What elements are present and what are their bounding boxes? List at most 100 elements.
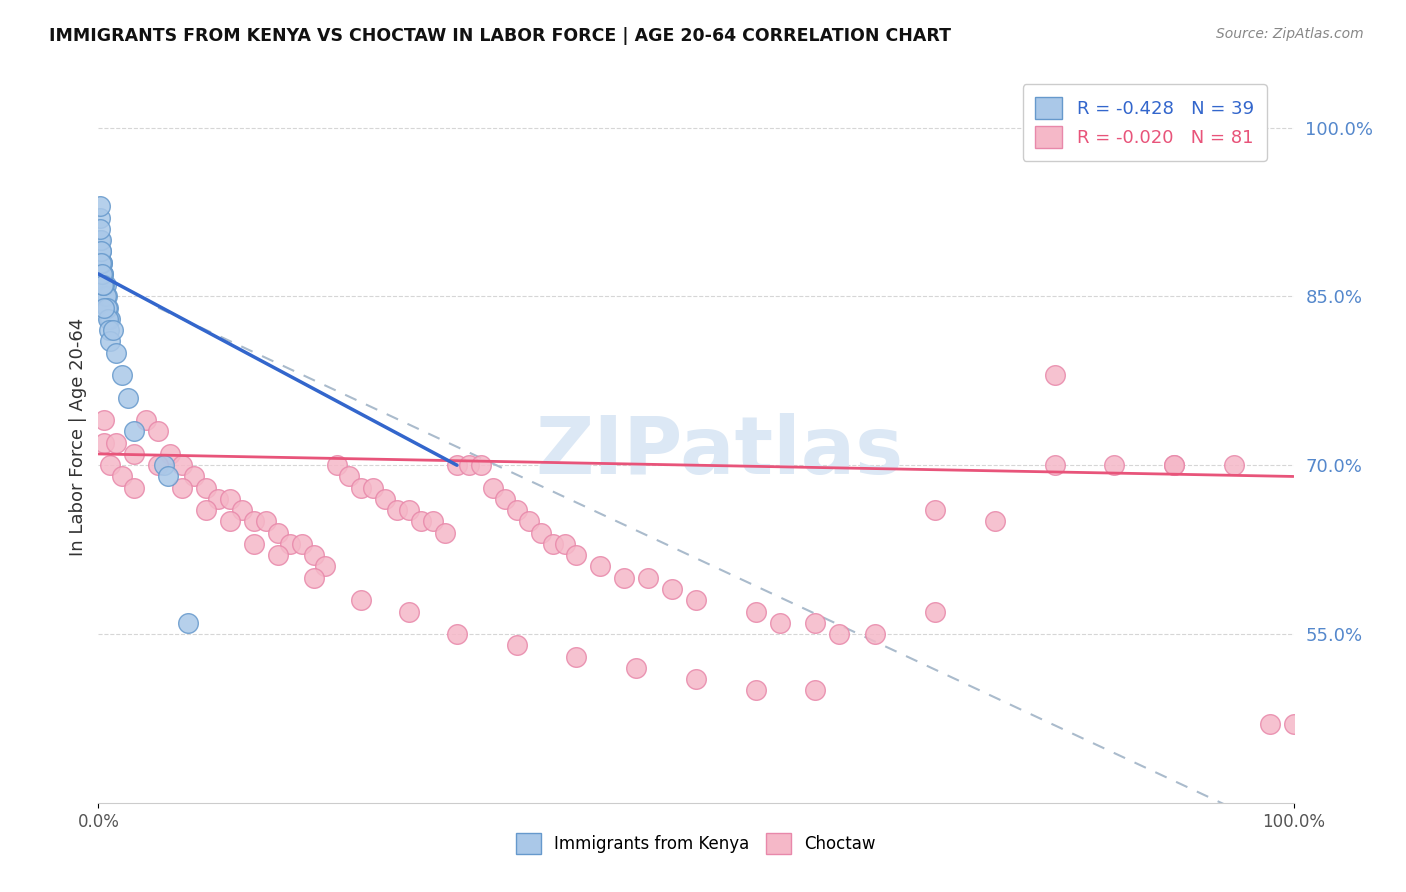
Point <box>156 469 179 483</box>
Point <box>302 571 325 585</box>
Point <box>101 323 124 337</box>
Point <box>1043 458 1066 473</box>
Point <box>90 233 112 247</box>
Point <box>924 605 946 619</box>
Point <box>804 615 827 630</box>
Point <box>422 515 444 529</box>
Text: Source: ZipAtlas.com: Source: ZipAtlas.com <box>1216 27 1364 41</box>
Point <box>446 458 468 473</box>
Point <box>98 334 122 349</box>
Point <box>183 469 205 483</box>
Point <box>363 481 385 495</box>
Point <box>111 469 134 483</box>
Point <box>661 582 683 596</box>
Point <box>411 515 433 529</box>
Point <box>124 425 146 439</box>
Point <box>1104 458 1126 473</box>
Point <box>554 537 576 551</box>
Point <box>1043 368 1066 383</box>
Point <box>219 515 242 529</box>
Point <box>254 515 277 529</box>
Point <box>626 661 648 675</box>
Point <box>94 289 117 303</box>
Point <box>91 255 114 269</box>
Point <box>195 481 218 495</box>
Point <box>91 255 114 269</box>
Point <box>398 503 420 517</box>
Text: IMMIGRANTS FROM KENYA VS CHOCTAW IN LABOR FORCE | AGE 20-64 CORRELATION CHART: IMMIGRANTS FROM KENYA VS CHOCTAW IN LABO… <box>49 27 952 45</box>
Point <box>769 615 792 630</box>
Point <box>267 548 290 562</box>
Point <box>207 491 229 506</box>
Point <box>89 233 111 247</box>
Point <box>398 605 420 619</box>
Point <box>924 503 946 517</box>
Point <box>291 537 314 551</box>
Point <box>90 255 112 269</box>
Point <box>685 593 707 607</box>
Point <box>172 481 194 495</box>
Point <box>117 391 139 405</box>
Point <box>685 672 707 686</box>
Point <box>153 458 176 473</box>
Point <box>434 525 457 540</box>
Point <box>1258 717 1281 731</box>
Point <box>91 278 114 293</box>
Point <box>350 593 373 607</box>
Point <box>172 458 194 473</box>
Point <box>565 649 588 664</box>
Text: ZIPatlas: ZIPatlas <box>536 413 904 491</box>
Point <box>482 481 505 495</box>
Point <box>148 458 170 473</box>
Point <box>302 548 325 562</box>
Point <box>98 312 122 326</box>
Point <box>637 571 659 585</box>
Point <box>90 244 112 259</box>
Point <box>90 255 112 269</box>
Point <box>828 627 851 641</box>
Point <box>565 548 588 562</box>
Point <box>90 244 112 259</box>
Point <box>96 289 118 303</box>
Point <box>613 571 636 585</box>
Point <box>385 503 409 517</box>
Point <box>374 491 396 506</box>
Point <box>94 278 117 293</box>
Point <box>89 211 111 225</box>
Point <box>350 481 373 495</box>
Point <box>865 627 887 641</box>
Point <box>470 458 492 473</box>
Point <box>506 503 529 517</box>
Point <box>326 458 349 473</box>
Point <box>243 537 266 551</box>
Point <box>91 278 114 293</box>
Point <box>93 289 115 303</box>
Point <box>339 469 361 483</box>
Point <box>745 683 768 698</box>
Point <box>494 491 516 506</box>
Point <box>195 503 218 517</box>
Point <box>148 425 170 439</box>
Point <box>124 481 146 495</box>
Legend: Immigrants from Kenya, Choctaw: Immigrants from Kenya, Choctaw <box>509 827 883 860</box>
Point <box>105 435 128 450</box>
Point <box>97 312 120 326</box>
Point <box>97 301 120 315</box>
Point <box>89 199 111 213</box>
Point <box>98 458 122 473</box>
Point <box>267 525 290 540</box>
Point <box>243 515 266 529</box>
Y-axis label: In Labor Force | Age 20-64: In Labor Force | Age 20-64 <box>69 318 87 557</box>
Point <box>135 413 157 427</box>
Point <box>124 447 146 461</box>
Point <box>91 267 114 281</box>
Point <box>93 435 115 450</box>
Point <box>804 683 827 698</box>
Point <box>530 525 553 540</box>
Point <box>458 458 481 473</box>
Point <box>1282 717 1305 731</box>
Point <box>93 301 115 315</box>
Point <box>91 267 114 281</box>
Point <box>1223 458 1246 473</box>
Point <box>105 345 128 359</box>
